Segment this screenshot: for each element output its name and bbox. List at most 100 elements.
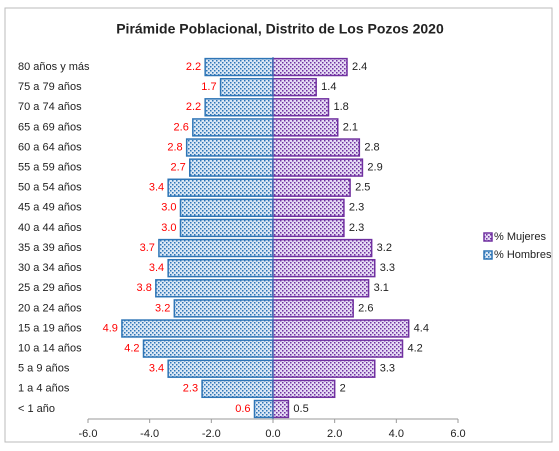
data-label: 3.7 xyxy=(140,242,155,254)
category-label: 20 a 24 años xyxy=(18,302,82,314)
bar xyxy=(167,359,274,378)
data-label: 2.3 xyxy=(183,383,198,395)
bar xyxy=(272,319,410,338)
data-label: 1.4 xyxy=(321,81,336,93)
bar xyxy=(272,258,376,278)
bar xyxy=(272,379,336,399)
bar xyxy=(204,57,274,77)
bar xyxy=(189,158,274,177)
bar xyxy=(272,57,348,77)
data-label: 3.3 xyxy=(380,363,395,375)
bar xyxy=(272,359,376,378)
category-label: 30 a 34 años xyxy=(18,262,82,274)
x-tick-label: -2.0 xyxy=(202,428,221,440)
data-label: 2.2 xyxy=(186,101,201,113)
bar xyxy=(155,279,274,298)
category-label: 10 a 14 años xyxy=(18,343,82,355)
data-label: 4.2 xyxy=(124,343,139,355)
bar xyxy=(272,218,345,238)
x-tick-label: 6.0 xyxy=(450,428,465,440)
bar xyxy=(272,178,351,197)
category-label: 60 a 64 años xyxy=(18,141,82,153)
bar xyxy=(272,98,330,117)
bar xyxy=(219,77,274,97)
bar xyxy=(272,198,345,218)
data-label: 3.2 xyxy=(377,242,392,254)
data-label: 2.4 xyxy=(352,61,367,73)
data-label: 2.8 xyxy=(167,141,182,153)
data-label: 2.7 xyxy=(170,162,185,174)
bar xyxy=(204,98,274,117)
data-label: 2.3 xyxy=(349,202,364,214)
bar xyxy=(158,238,274,258)
bar xyxy=(272,158,364,177)
x-tick-label: 4.0 xyxy=(389,428,404,440)
bar xyxy=(142,339,274,358)
data-label: 2.5 xyxy=(355,182,370,194)
data-label: 2.1 xyxy=(343,121,358,133)
bar xyxy=(121,319,274,338)
data-label: 1.8 xyxy=(334,101,349,113)
data-label: 4.2 xyxy=(408,343,423,355)
data-label: 2.9 xyxy=(367,162,382,174)
data-label: 2.2 xyxy=(186,61,201,73)
bar xyxy=(167,258,274,278)
category-label: 5 a 9 años xyxy=(18,363,70,375)
category-label: 80 años y más xyxy=(18,61,90,73)
data-label: 4.9 xyxy=(103,322,118,334)
category-label: 65 a 69 años xyxy=(18,121,82,133)
category-label: 45 a 49 años xyxy=(18,202,82,214)
category-label: 35 a 39 años xyxy=(18,242,82,254)
bar xyxy=(272,118,339,137)
bar xyxy=(272,279,370,298)
bar xyxy=(272,238,373,258)
x-tick-label: 0.0 xyxy=(265,428,280,440)
bar xyxy=(272,399,290,419)
bar xyxy=(272,138,361,157)
data-label: 1.7 xyxy=(201,81,216,93)
data-label: 3.2 xyxy=(155,302,170,314)
category-label: 70 a 74 años xyxy=(18,101,82,113)
category-label: 55 a 59 años xyxy=(18,162,82,174)
data-label: 3.0 xyxy=(161,222,176,234)
legend-label: % Hombres xyxy=(494,249,552,261)
chart-title: Pirámide Poblacional, Distrito de Los Po… xyxy=(116,21,444,37)
data-label: 2.6 xyxy=(174,121,189,133)
bar xyxy=(192,118,274,137)
data-label: 0.5 xyxy=(293,403,308,415)
bar xyxy=(272,77,317,97)
bar xyxy=(272,299,354,318)
category-label: 15 a 19 años xyxy=(18,322,82,334)
data-label: 4.4 xyxy=(414,322,429,334)
category-label: 75 a 79 años xyxy=(18,81,82,93)
legend-swatch xyxy=(483,250,493,260)
bar xyxy=(173,299,274,318)
bar xyxy=(201,379,274,399)
category-label: 1 a 4 años xyxy=(18,383,70,395)
data-label: 2.3 xyxy=(349,222,364,234)
x-tick-label: -6.0 xyxy=(79,428,98,440)
data-label: 3.4 xyxy=(149,262,164,274)
bar xyxy=(179,198,274,218)
data-label: 2.6 xyxy=(358,302,373,314)
bar xyxy=(179,218,274,238)
data-label: 3.0 xyxy=(161,202,176,214)
legend-label: % Mujeres xyxy=(494,231,546,243)
category-label: < 1 año xyxy=(18,403,55,415)
bar xyxy=(185,138,274,157)
category-label: 50 a 54 años xyxy=(18,182,82,194)
data-label: 3.4 xyxy=(149,363,164,375)
data-label: 0.6 xyxy=(235,403,250,415)
bar xyxy=(253,399,274,419)
x-tick-label: -4.0 xyxy=(140,428,159,440)
category-label: 40 a 44 años xyxy=(18,222,82,234)
data-label: 2.8 xyxy=(364,141,379,153)
category-label: 25 a 29 años xyxy=(18,282,82,294)
bar xyxy=(272,339,404,358)
data-label: 3.4 xyxy=(149,182,164,194)
bar xyxy=(167,178,274,197)
data-label: 3.3 xyxy=(380,262,395,274)
x-tick-label: 2.0 xyxy=(327,428,342,440)
data-label: 3.1 xyxy=(374,282,389,294)
